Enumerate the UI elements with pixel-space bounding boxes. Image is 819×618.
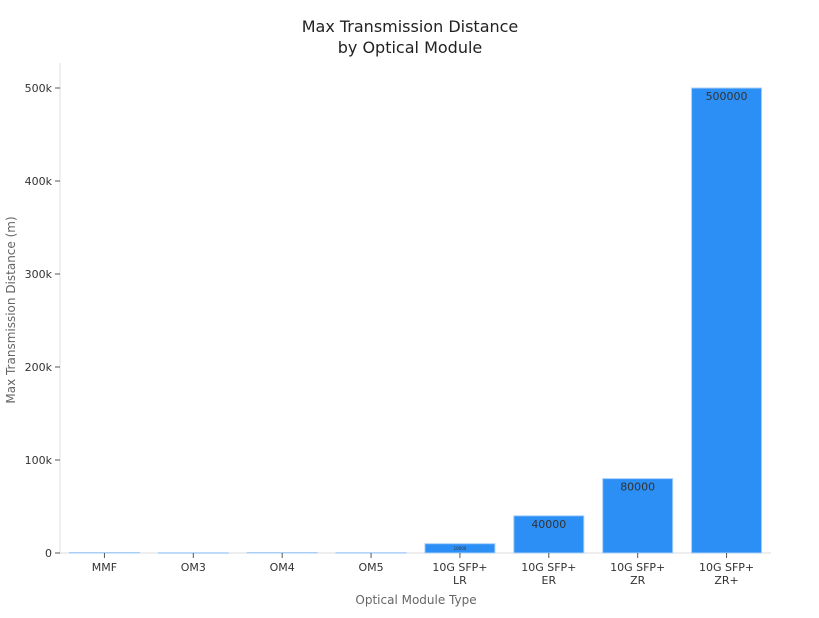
bar-2 (246, 551, 318, 554)
data-label: 80000 (620, 481, 655, 494)
x-tick-label: OM5 (358, 561, 383, 574)
x-tick-label: ZR+ (714, 574, 738, 587)
x-axis-label: Optical Module Type (355, 593, 476, 607)
y-tick-label: 0 (45, 547, 52, 560)
data-label: 500000 (706, 90, 748, 103)
chart-title-line-2: by Optical Module (338, 38, 483, 57)
bar-7 (691, 87, 763, 554)
y-axis-label: Max Transmission Distance (m) (4, 216, 18, 403)
x-tick-label: OM3 (181, 561, 206, 574)
x-tick-label: MMF (92, 561, 117, 574)
x-tick-label: 10G SFP+ (521, 561, 576, 574)
x-tick-label: ZR (630, 574, 646, 587)
x-tick-label: 10G SFP+ (610, 561, 665, 574)
bar-0 (68, 551, 140, 554)
data-label: 40000 (531, 518, 566, 531)
x-tick-label: 10G SFP+ (432, 561, 487, 574)
x-tick-label: OM4 (270, 561, 295, 574)
y-tick-label: 100k (25, 454, 53, 467)
y-tick-label: 400k (25, 175, 53, 188)
y-tick-label: 300k (25, 268, 53, 281)
bar-5 (513, 515, 585, 554)
y-tick-label: 500k (25, 82, 53, 95)
x-tick-label: 10G SFP+ (699, 561, 754, 574)
chart-title-line-1: Max Transmission Distance (302, 17, 519, 36)
bar-6 (602, 478, 674, 554)
data-label: 10000 (454, 546, 467, 551)
x-tick-label: LR (453, 574, 467, 587)
x-tick-label: ER (542, 574, 557, 587)
y-tick-label: 200k (25, 361, 53, 374)
